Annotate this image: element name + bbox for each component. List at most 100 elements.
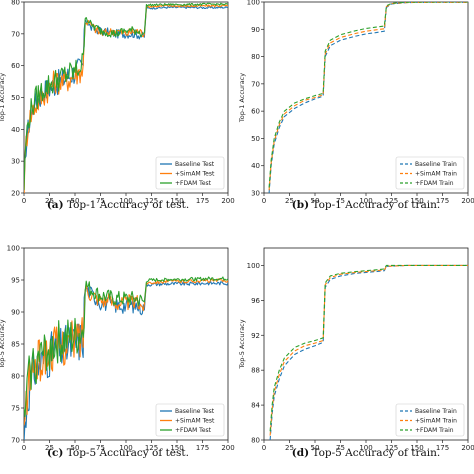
legend-label: +SimAM Train [415,171,457,178]
caption-text: Top-5 Accuracy of test. [63,447,189,459]
y-axis-label: Top-5 Accuracy [238,319,246,369]
x-tick-label: 150 [170,444,183,452]
caption-tag: (b) [291,199,310,211]
y-tick-label: 70 [251,80,260,88]
legend: Baseline Test +SimAM Test +FDAM Test [155,403,225,437]
legend-label: Baseline Test [175,161,215,168]
x-tick-label: 200 [221,444,234,452]
y-axis-label: Top-5 Accuracy [0,319,6,369]
x-tick-label: 0 [262,444,266,452]
y-tick-label: 70 [11,437,20,445]
legend-box [395,156,465,190]
y-tick-label: 30 [251,190,260,198]
y-tick-label: 40 [251,162,260,170]
x-tick-label: 50 [71,444,80,452]
series-line-baseline-train [269,264,468,440]
series-line--fdam-train [268,2,468,188]
legend-label: Baseline Train [415,161,457,168]
y-tick-label: 40 [11,126,20,134]
x-tick-label: 25 [45,444,54,452]
x-tick-label: 75 [336,197,345,205]
x-tick-label: 200 [461,444,474,452]
y-tick-label: 100 [7,245,20,253]
x-tick-label: 125 [145,444,158,452]
x-tick-label: 175 [436,197,449,205]
legend-box [395,403,465,437]
x-tick-label: 125 [385,444,398,452]
x-tick-label: 75 [96,444,105,452]
y-tick-label: 85 [11,341,20,349]
panel-caption: (a) Top-1 Accuracy of test. [8,199,228,211]
caption-text: Top-1 Accuracy of train. [309,199,441,211]
y-tick-label: 84 [251,402,260,410]
y-tick-label: 80 [251,53,260,61]
panel-caption: (c) Top-5 Accuracy of test. [8,447,228,459]
legend-label: +SimAM Test [175,418,215,425]
y-tick-label: 20 [11,190,20,198]
x-tick-label: 25 [285,197,294,205]
y-tick-label: 50 [251,135,260,143]
x-tick-label: 150 [170,197,183,205]
legend-label: +FDAM Test [175,427,212,434]
y-tick-label: 95 [11,277,20,285]
y-tick-label: 96 [251,297,260,305]
y-tick-label: 60 [251,108,260,116]
x-tick-label: 25 [45,197,54,205]
y-tick-label: 90 [11,309,20,317]
panel-caption: (b) Top-1 Accuracy of train. [256,199,474,211]
x-tick-label: 100 [119,197,132,205]
chart-panel-c: 0 25 50 75 100 125 150 175 200 70 75 80 85 90 95 100 Top… [0,245,235,453]
x-tick-label: 150 [410,444,423,452]
legend-label: +SimAM Test [175,171,215,178]
x-tick-label: 50 [71,197,80,205]
x-tick-label: 175 [436,444,449,452]
x-tick-label: 75 [96,197,105,205]
legend-label: Baseline Train [415,408,457,415]
caption-tag: (d) [291,447,310,459]
x-tick-label: 50 [311,197,320,205]
legend: Baseline Test +SimAM Test +FDAM Test [155,156,225,190]
x-tick-label: 125 [385,197,398,205]
y-tick-label: 92 [251,332,260,340]
x-tick-label: 0 [22,444,26,452]
y-tick-label: 80 [11,373,20,381]
y-tick-label: 60 [11,62,20,70]
legend-label: +FDAM Train [415,180,454,187]
x-tick-label: 25 [285,444,294,452]
caption-tag: (c) [47,447,64,459]
x-tick-label: 200 [461,197,474,205]
x-tick-label: 175 [196,444,209,452]
caption-text: Top-5 Accuracy of train. [309,447,441,459]
x-tick-label: 100 [119,444,132,452]
y-tick-label: 90 [251,26,260,34]
series-line--fdam-test [24,2,228,191]
legend-box [155,156,225,190]
y-tick-label: 75 [11,405,20,413]
chart-panel-a: 0 25 50 75 100 125 150 175 200 20 30 40 50 60 70 80 Top-… [0,0,235,205]
legend-label: Baseline Test [175,408,215,415]
y-tick-label: 80 [251,437,260,445]
y-tick-label: 30 [11,158,20,166]
y-tick-label: 88 [251,367,260,375]
y-tick-label: 70 [11,30,20,38]
legend-box [155,403,225,437]
x-tick-label: 100 [359,444,372,452]
y-axis-label: Top-1 Accuracy [0,73,6,123]
y-tick-label: 100 [247,0,260,7]
chart-panel-b: 0 25 50 75 100 125 150 175 200 30 40 50 60 70 80 90 100 T… [238,0,474,205]
x-tick-label: 100 [359,197,372,205]
x-tick-label: 125 [145,197,158,205]
series-line--fdam-train [269,264,468,432]
x-tick-label: 75 [336,444,345,452]
legend-label: +FDAM Test [175,180,212,187]
y-tick-label: 50 [11,94,20,102]
legend: Baseline Train +SimAM Train +FDAM Train [395,403,465,437]
panel-caption: (d) Top-5 Accuracy of train. [256,447,474,459]
series-line--fdam-test [24,276,228,418]
x-tick-label: 0 [22,197,26,205]
y-axis-label: Top-1 Accuracy [238,73,246,123]
x-tick-label: 175 [196,197,209,205]
x-tick-label: 50 [311,444,320,452]
caption-tag: (a) [46,199,64,211]
